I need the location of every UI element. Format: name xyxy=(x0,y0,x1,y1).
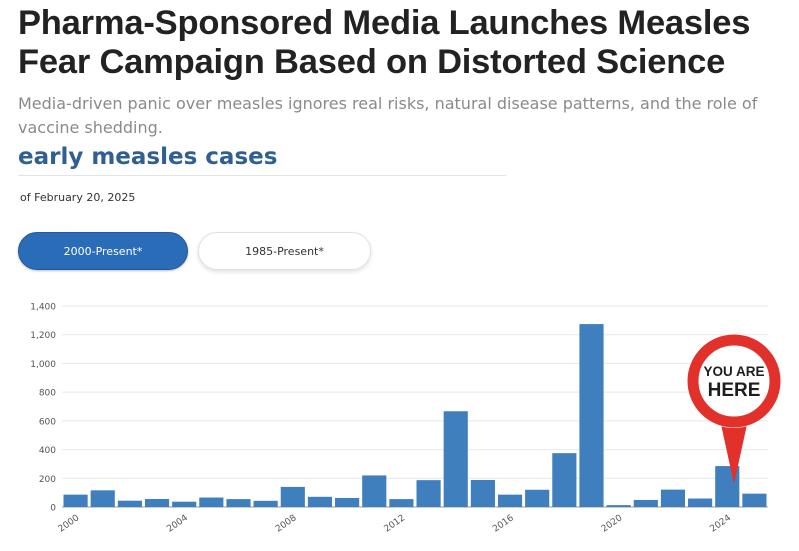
bar-2011 xyxy=(362,475,387,507)
bar-2025 xyxy=(742,493,767,507)
x-axis: 2000 2004 2008 2012 2016 2020 2024 xyxy=(57,513,733,534)
bar-2021 xyxy=(633,499,658,507)
gridlines xyxy=(62,305,768,508)
y-tick-label: 400 xyxy=(39,446,56,456)
bars xyxy=(63,324,767,507)
bar-2000 xyxy=(63,494,88,507)
bar-2016 xyxy=(497,494,523,507)
bar-2004 xyxy=(172,501,197,507)
callout-pointer xyxy=(718,413,750,484)
bar-2002 xyxy=(117,500,142,507)
x-tick-label: 2004 xyxy=(165,513,190,534)
chart-title: early measles cases xyxy=(18,144,278,170)
headline: Pharma-Sponsored Media Launches Measles … xyxy=(18,4,751,81)
range-2000-present-button[interactable]: 2000-Present* xyxy=(18,232,188,270)
bar-2022 xyxy=(660,489,686,507)
x-tick-label: 2016 xyxy=(491,513,516,534)
bar-2013 xyxy=(416,480,441,507)
y-tick-label: 1,000 xyxy=(30,360,56,370)
bar-2003 xyxy=(144,498,170,507)
bar-2007 xyxy=(253,500,278,507)
bar-2009 xyxy=(307,496,333,507)
y-tick-label: 1,200 xyxy=(30,331,56,341)
y-tick-label: 600 xyxy=(39,417,56,427)
x-tick-label: 2020 xyxy=(600,513,625,534)
y-axis: 0 200 400 600 800 1,000 1,200 1,400 xyxy=(30,303,56,514)
bar-2020 xyxy=(606,505,631,507)
bar-2017 xyxy=(525,489,550,507)
y-tick-label: 800 xyxy=(39,389,56,399)
y-tick-label: 200 xyxy=(39,475,56,485)
bar-2001 xyxy=(90,490,115,507)
callout-ring xyxy=(687,334,781,428)
bar-2014 xyxy=(443,411,468,507)
y-tick-label: 1,400 xyxy=(30,303,56,313)
callout-line2: HERE xyxy=(708,380,761,401)
x-tick-label: 2012 xyxy=(383,513,407,534)
bar-2006 xyxy=(226,499,251,507)
callout-line1: YOU ARE xyxy=(703,364,764,379)
bar-2023 xyxy=(688,498,713,507)
x-tick-label: 2008 xyxy=(274,513,299,534)
y-tick-label: 0 xyxy=(50,504,56,514)
range-1985-present-button[interactable]: 1985-Present* xyxy=(198,232,371,270)
bar-2005 xyxy=(199,497,224,507)
bar-2015 xyxy=(470,480,495,507)
bar-2012 xyxy=(389,499,414,507)
bar-2019 xyxy=(579,324,604,507)
subtitle: Media-driven panic over measles ignores … xyxy=(18,94,758,137)
title-divider xyxy=(18,175,506,176)
callout-circle-bg xyxy=(687,334,781,428)
you-are-here-callout: YOU ARE HERE xyxy=(687,334,781,484)
as-of-date: of February 20, 2025 xyxy=(20,191,136,204)
x-tick-label: 2024 xyxy=(708,513,733,534)
bar-2010 xyxy=(335,497,360,507)
bar-2008 xyxy=(280,486,305,507)
x-tick-label: 2000 xyxy=(57,513,82,534)
bar-2018 xyxy=(552,453,577,507)
